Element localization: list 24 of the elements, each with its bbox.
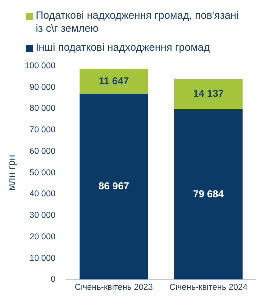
data-label: 79 684 [193,189,224,200]
data-label: 14 137 [193,89,224,100]
y-tick-label: 100 000 [24,60,56,70]
bar [80,69,148,94]
bar [80,94,148,280]
y-tick-label: 20 000 [30,231,56,242]
y-tick-label: 50 000 [30,167,56,178]
data-label: 11 647 [99,76,130,88]
legend-label: Інші податкові надходження громад [36,42,210,55]
y-tick-label: 70 000 [30,124,56,135]
y-tick-label: 80 000 [30,103,56,114]
y-tick-label: 10 000 [30,252,56,263]
bar [174,79,243,110]
y-axis-title: млн грн [6,155,18,191]
bar [174,110,243,280]
y-tick-label: 90 000 [30,82,56,92]
x-tick-label: Січень-квітень 2024 [170,282,248,292]
legend-label: Податкові надходження громад, пов'язані із с\г землею [36,10,240,36]
data-label: 86 967 [98,182,130,193]
y-tick-label: 0 [50,274,56,284]
y-tick-label: 40 000 [30,188,56,199]
y-tick-label: 60 000 [30,146,56,156]
y-tick-label: 30 000 [30,210,56,220]
x-tick-label: Січень-квітень 2023 [74,282,154,292]
